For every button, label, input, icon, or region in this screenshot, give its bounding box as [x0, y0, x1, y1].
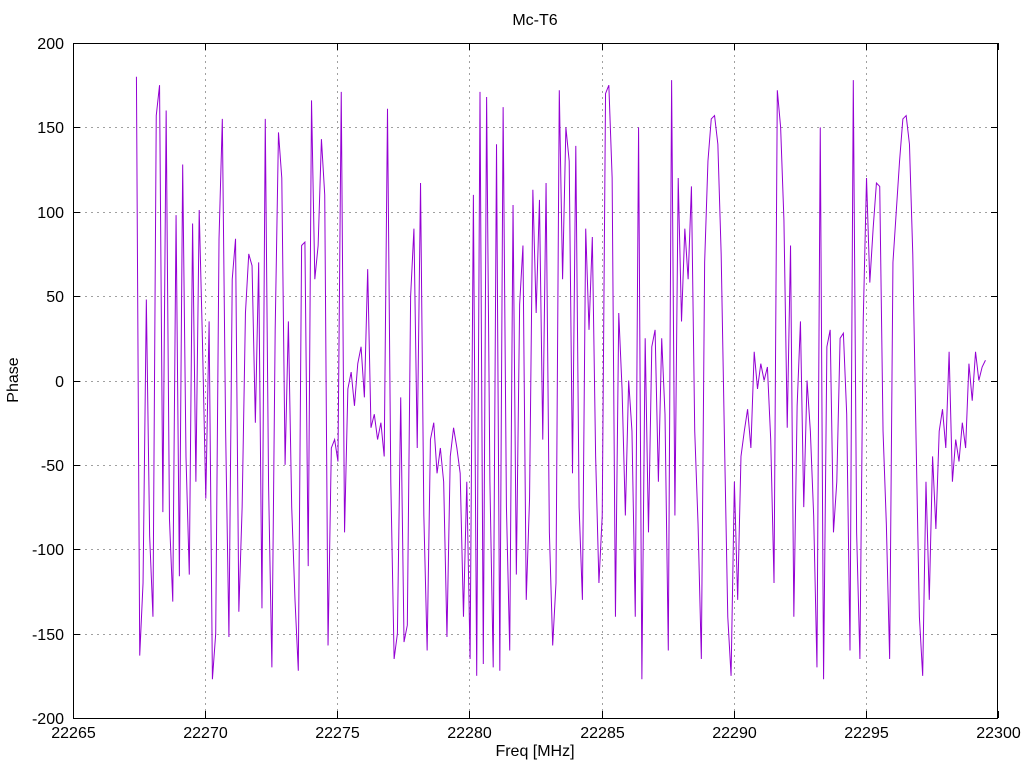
x-tick-label: 22275: [315, 725, 360, 742]
y-tick-label: -150: [32, 627, 64, 644]
x-tick-label: 22300: [976, 725, 1021, 742]
y-tick-label: 150: [37, 120, 64, 137]
series-line: [135, 76, 986, 680]
y-tick-label: 200: [37, 36, 64, 53]
y-tick-label: 50: [46, 289, 64, 306]
y-axis-label: Phase: [5, 357, 22, 402]
grid: [73, 43, 998, 718]
y-tick-label: -100: [32, 542, 64, 559]
y-tick-label: -200: [32, 711, 64, 728]
plot-border: [73, 43, 998, 719]
x-tick-label: 22270: [183, 725, 228, 742]
x-tick-label: 22295: [844, 725, 889, 742]
x-tick-labels: 22265 22270 22275 22280 22285 22290 22295 22300: [51, 725, 1021, 742]
x-axis-label: Freq [MHz]: [495, 743, 574, 760]
x-tick-label: 22290: [712, 725, 757, 742]
x-tick-label: 22285: [580, 725, 625, 742]
x-tick-label: 22280: [447, 725, 492, 742]
phase-line-series: [135, 76, 986, 680]
y-tick-label: 100: [37, 205, 64, 222]
y-tick-label: -50: [41, 458, 64, 475]
y-tick-labels: -200 -150 -100 -50 0 50 100 150 200: [32, 36, 64, 728]
y-tick-label: 0: [55, 374, 64, 391]
chart-title: Mc-T6: [512, 12, 557, 29]
x-tick-label: 22265: [51, 725, 96, 742]
